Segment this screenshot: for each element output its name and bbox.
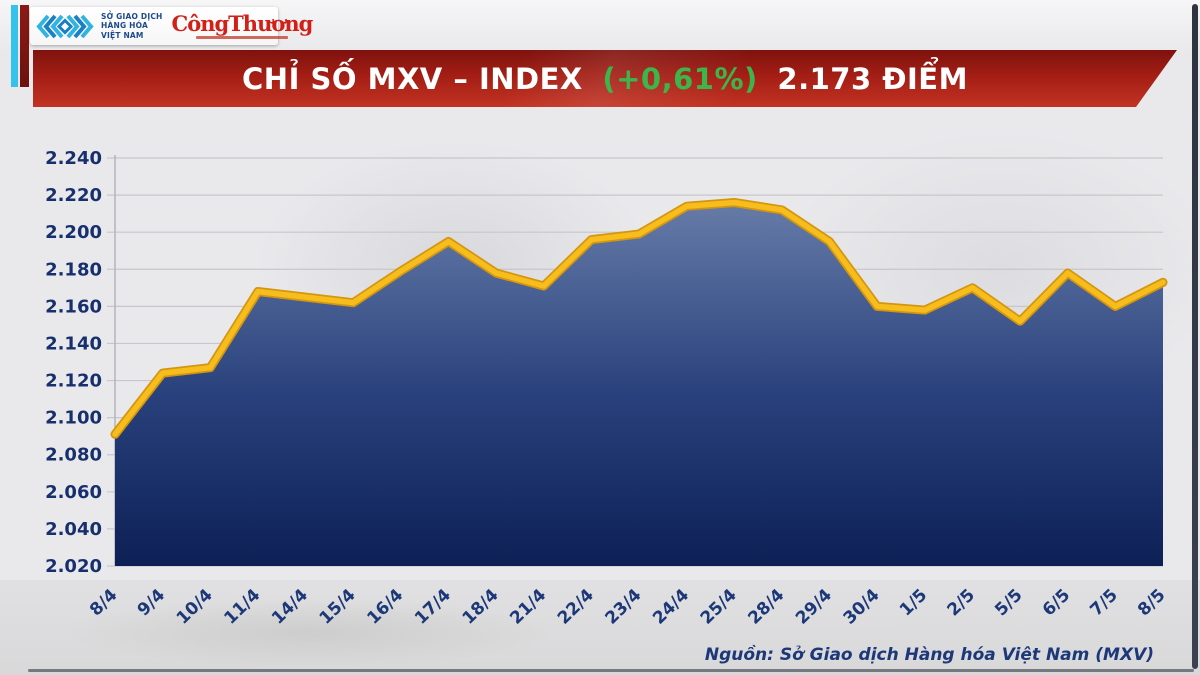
x-tick-label: 9/4	[134, 585, 170, 620]
accent-bar-darkred	[20, 5, 29, 87]
x-tick-label: 24/4	[649, 585, 693, 628]
exchange-name-line3: VIỆT NAM	[101, 30, 144, 40]
x-tick-label: 5/5	[991, 585, 1026, 620]
chart-title-change: (+0,61%)	[602, 61, 758, 96]
watermark-bottom-band	[0, 580, 1200, 675]
frame-bottom-line	[28, 669, 1194, 672]
x-tick-label: 22/4	[554, 585, 598, 628]
newspaper-logo-text: CôngThương	[171, 11, 314, 36]
source-credit: Nguồn: Sở Giao dịch Hàng hóa Việt Nam (M…	[704, 645, 1154, 665]
y-tick-label: 2.180	[45, 259, 102, 280]
newspaper-logo: CôngThương	[172, 13, 313, 39]
y-tick-label: 2.100	[45, 408, 102, 429]
x-tick-label: 25/4	[697, 585, 741, 628]
x-tick-label: 10/4	[173, 585, 217, 628]
x-tick-label: 15/4	[316, 585, 360, 628]
x-tick-label: 17/4	[411, 585, 455, 628]
x-tick-label: 21/4	[506, 585, 550, 628]
y-tick-label: 2.080	[45, 445, 102, 466]
y-tick-label: 2.220	[45, 185, 102, 206]
chart-title: CHỈ SỐ MXV – INDEX (+0,61%) 2.173 ĐIỂM	[242, 62, 968, 96]
x-tick-label: 16/4	[363, 585, 407, 628]
chart-title-main: CHỈ SỐ MXV – INDEX	[242, 61, 583, 96]
x-tick-label: 18/4	[459, 585, 503, 628]
y-tick-label: 2.040	[45, 519, 102, 540]
x-tick-label: 11/4	[220, 585, 264, 628]
y-tick-label: 2.240	[45, 148, 102, 169]
newspaper-tagline-strip	[195, 36, 288, 39]
x-tick-label: 1/5	[896, 585, 931, 620]
index-line	[112, 199, 1166, 438]
y-tick-label: 2.120	[45, 371, 102, 392]
mxv-logo-icon	[36, 13, 94, 40]
accent-bar-cyan	[11, 5, 18, 87]
x-tick-label: 7/5	[1086, 585, 1121, 620]
x-tick-label: 23/4	[602, 585, 646, 628]
x-tick-label: 6/5	[1039, 585, 1074, 620]
x-tick-label: 29/4	[792, 585, 836, 628]
y-tick-label: 2.060	[45, 482, 102, 503]
x-tick-label: 8/4	[86, 585, 122, 620]
y-tick-label: 2.140	[45, 333, 102, 354]
x-tick-label: 2/5	[944, 585, 979, 620]
exchange-name: SỞ GIAO DỊCH HÀNG HÓA VIỆT NAM	[101, 12, 163, 40]
frame-right-bar	[1192, 4, 1198, 669]
logo-card: SỞ GIAO DỊCH HÀNG HÓA VIỆT NAM CôngThươn…	[30, 7, 313, 45]
y-tick-label: 2.160	[45, 296, 102, 317]
chart-title-points: 2.173 ĐIỂM	[777, 61, 968, 96]
y-tick-label: 2.020	[45, 556, 102, 577]
x-tick-label: 28/4	[744, 585, 788, 628]
exchange-name-line2: HÀNG HÓA	[101, 21, 148, 31]
watermark-bottom-blob	[60, 597, 560, 667]
x-tick-label: 30/4	[840, 585, 884, 628]
x-tick-label: 8/5	[1134, 585, 1169, 620]
x-tick-label: 14/4	[268, 585, 312, 628]
title-banner: CHỈ SỐ MXV – INDEX (+0,61%) 2.173 ĐIỂM	[33, 50, 1177, 107]
y-tick-label: 2.200	[45, 222, 102, 243]
exchange-name-line1: SỞ GIAO DỊCH	[101, 11, 163, 21]
area-fill	[115, 202, 1163, 566]
